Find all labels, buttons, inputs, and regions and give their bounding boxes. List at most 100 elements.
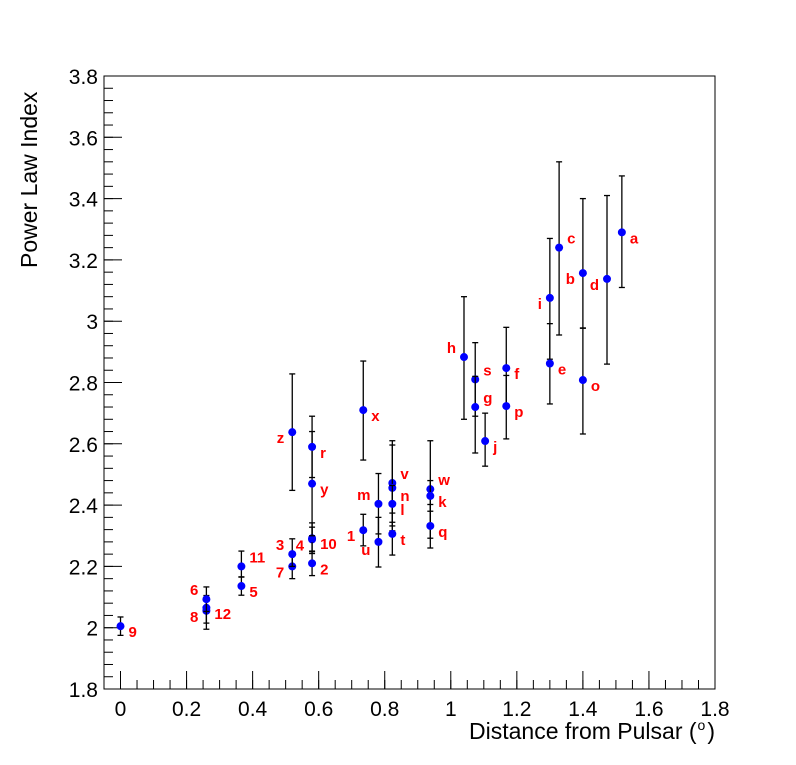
marker	[308, 479, 317, 488]
x-axis-title-degree: o	[698, 717, 706, 733]
point-label: d	[590, 277, 599, 294]
marker	[459, 353, 468, 362]
point-label: 7	[276, 564, 284, 581]
data-point-2: 2	[308, 550, 328, 578]
data-point-j: j	[481, 412, 497, 467]
data-point-g: g	[471, 375, 492, 454]
marker	[502, 402, 511, 411]
x-tick-label: 1.2	[502, 698, 531, 721]
y-tick-label: 1.8	[69, 679, 98, 702]
y-tick-label: 2	[86, 618, 98, 641]
marker	[481, 437, 490, 446]
y-tick-label: 2.4	[69, 495, 99, 518]
marker	[202, 595, 211, 604]
point-label: 5	[249, 584, 257, 601]
data-point-x: x	[359, 360, 380, 461]
point-label: j	[492, 439, 497, 456]
marker	[288, 550, 297, 559]
point-label: n	[400, 488, 409, 505]
marker	[308, 442, 317, 451]
x-tick-label: 0.6	[304, 698, 333, 721]
data-point-6: 6	[190, 582, 211, 613]
data-point-5: 5	[237, 576, 258, 601]
point-label: 1	[347, 528, 355, 545]
marker	[388, 529, 397, 538]
data-point-f: f	[502, 326, 520, 409]
data-point-1: 1	[347, 513, 368, 547]
x-tick-label: 0.2	[172, 698, 201, 721]
data-point-3: 3	[276, 537, 297, 568]
point-label: 10	[320, 536, 337, 553]
point-label: e	[558, 361, 566, 378]
data-point-q: q	[426, 503, 447, 549]
data-point-d: d	[590, 194, 612, 365]
y-tick-label: 3.6	[69, 127, 98, 150]
marker	[578, 376, 587, 385]
marker	[359, 406, 368, 415]
x-tick-label: 1	[445, 698, 457, 721]
point-label: f	[514, 366, 520, 383]
point-label: b	[566, 271, 575, 288]
point-label: y	[320, 482, 329, 499]
marker	[374, 537, 383, 546]
x-tick-label: 0.4	[238, 698, 268, 721]
marker	[288, 428, 297, 437]
point-label: i	[538, 296, 542, 313]
data-point-8: 8	[190, 597, 211, 630]
marker	[555, 243, 564, 252]
data-point-e: e	[545, 323, 566, 405]
marker	[388, 499, 397, 508]
y-tick-label: 2.8	[69, 373, 98, 396]
point-label: a	[630, 230, 639, 247]
point-label: 6	[190, 582, 198, 599]
marker	[426, 491, 435, 500]
data-point-a: a	[617, 175, 639, 289]
data-point-i: i	[538, 237, 554, 360]
marker	[545, 293, 554, 302]
marker	[308, 559, 317, 568]
data-point-u: u	[361, 516, 383, 568]
point-label: 8	[190, 609, 198, 626]
data-point-h: h	[447, 296, 468, 420]
marker	[359, 526, 368, 535]
point-label: u	[361, 542, 370, 559]
x-tick-label: 1.4	[568, 698, 598, 721]
y-axis-title: Power Law Index	[16, 91, 42, 268]
data-point-c: c	[555, 161, 575, 336]
point-label: q	[438, 524, 447, 541]
point-label: k	[438, 494, 447, 511]
y-tick-label: 3.8	[69, 66, 98, 89]
point-label: z	[277, 430, 285, 447]
point-label: c	[567, 231, 575, 248]
y-tick-label: 3.2	[69, 250, 98, 273]
marker	[471, 403, 480, 412]
data-point-z: z	[277, 373, 297, 492]
x-axis-title: Distance from Pulsar (o)	[469, 717, 715, 744]
point-label: g	[483, 390, 492, 407]
x-axis-title-end: )	[707, 718, 715, 744]
y-tick-label: 3.4	[69, 189, 99, 212]
point-label: p	[514, 404, 523, 421]
marker	[545, 359, 554, 368]
marker	[502, 364, 511, 373]
data-point-n: n	[388, 444, 409, 532]
point-label: t	[400, 532, 405, 549]
data-point-9: 9	[116, 616, 137, 641]
marker	[237, 582, 246, 591]
axes: 0 0.2 0.4 0.6 0.8 1 1.2 1.4 1.6 1.8 1.8 2 2.2 2.4 2.6 2…	[69, 66, 730, 721]
point-label: l	[400, 502, 404, 519]
data-point-o: o	[578, 327, 600, 435]
marker	[578, 269, 587, 278]
data-point-t: t	[388, 512, 405, 556]
marker	[374, 499, 383, 508]
x-axis-title-main: Distance from Pulsar (	[469, 718, 697, 744]
point-label: 12	[214, 606, 231, 623]
point-label: x	[371, 408, 380, 425]
point-label: 3	[276, 537, 284, 554]
point-label: 11	[249, 549, 265, 566]
point-label: s	[483, 362, 491, 379]
marker	[116, 622, 125, 631]
point-label: 4	[296, 537, 305, 554]
